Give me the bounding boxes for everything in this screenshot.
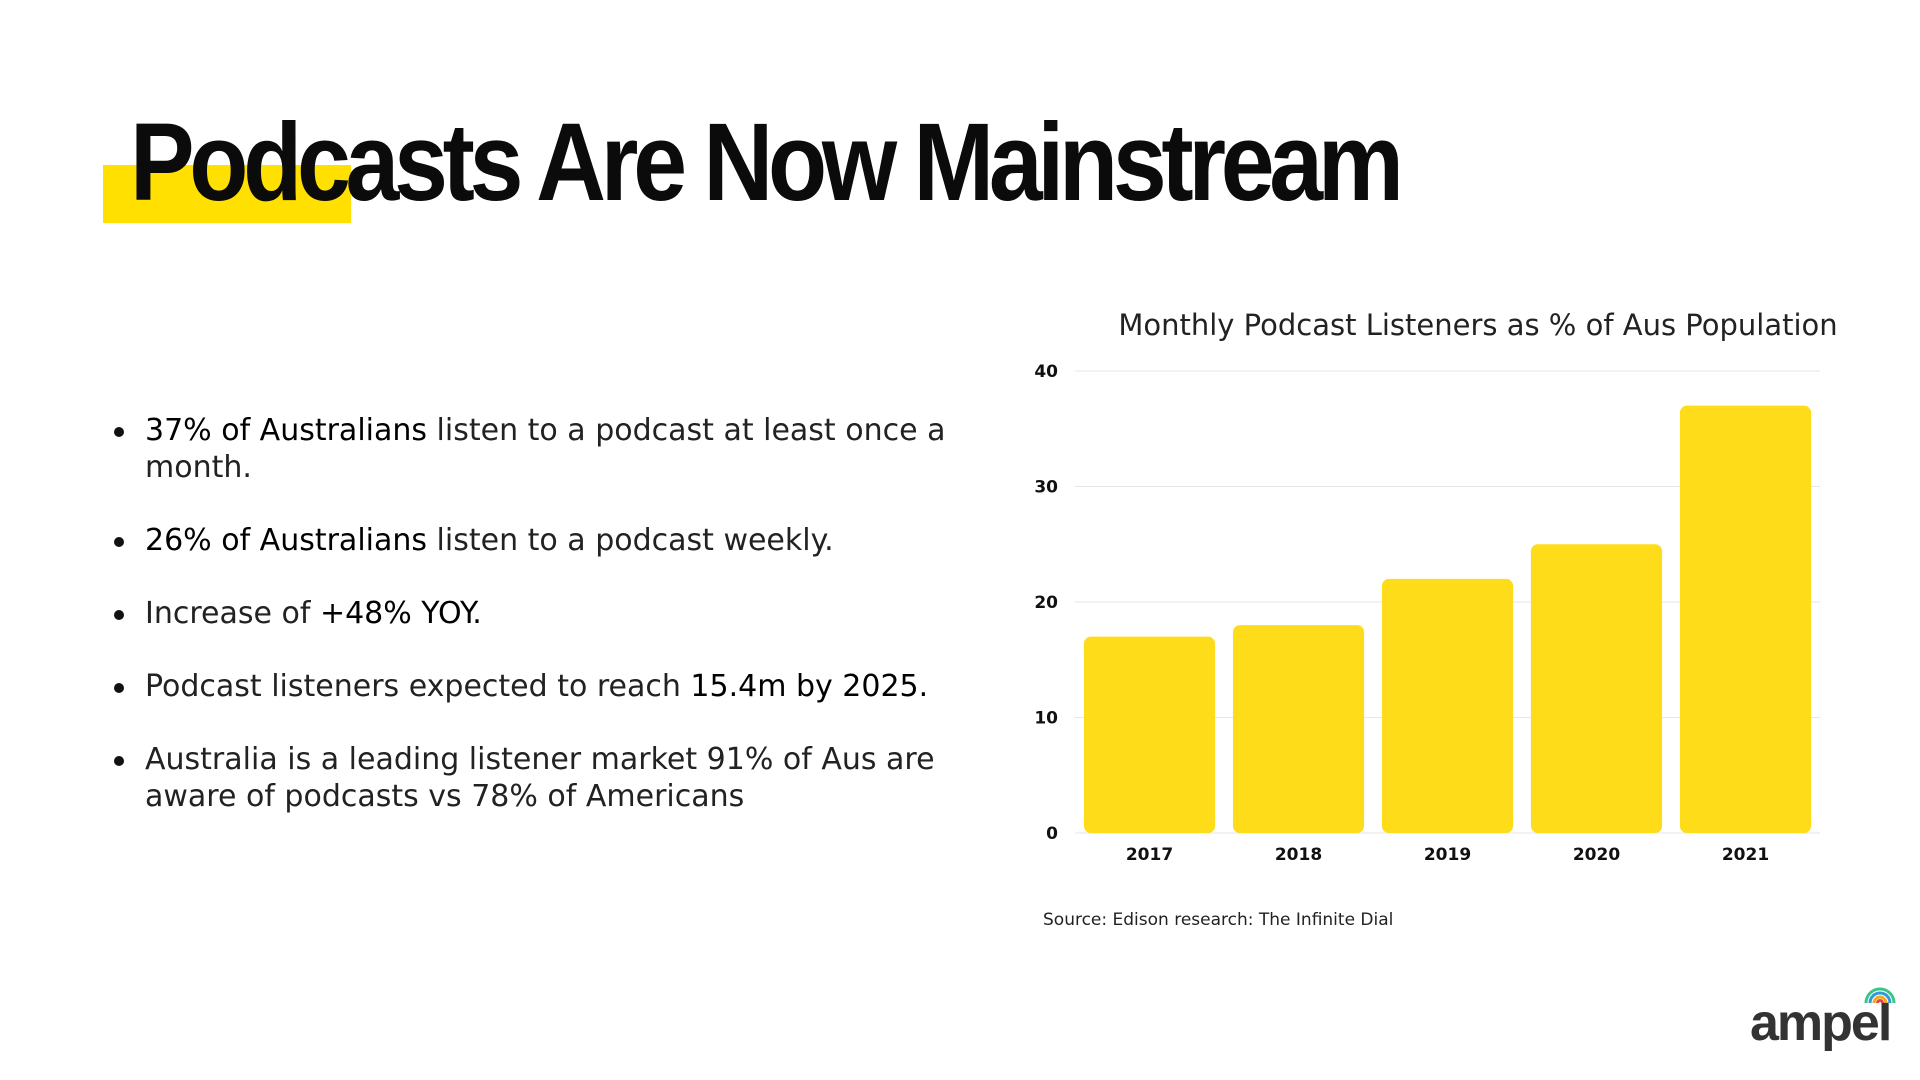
bullet-list: 37% of Australians listen to a podcast a… bbox=[112, 412, 1002, 851]
bullet-text: Australia is a leading listener market 9… bbox=[145, 742, 935, 814]
bullet-icon bbox=[114, 683, 124, 693]
broadcast-signal-icon bbox=[1864, 987, 1896, 1004]
bullet-emphasis: +48% YOY. bbox=[319, 596, 482, 631]
bullet-text: listen to a podcast at least once a mont… bbox=[145, 413, 946, 485]
chart-title: Monthly Podcast Listeners as % of Aus Po… bbox=[1118, 308, 1838, 342]
x-tick-label: 2021 bbox=[1722, 845, 1769, 865]
bullet-icon bbox=[114, 756, 124, 766]
y-tick-label: 0 bbox=[1046, 824, 1058, 844]
bullet-icon bbox=[114, 610, 124, 620]
source-note: Source: Edison research: The Infinite Di… bbox=[1043, 910, 1394, 930]
bullet-text: listen to a podcast weekly. bbox=[427, 523, 834, 558]
bullet-emphasis: 26% of Australians bbox=[145, 523, 428, 558]
x-tick-label: 2018 bbox=[1275, 845, 1322, 865]
bullet-emphasis: 37% of Australians bbox=[145, 413, 428, 448]
list-item: Podcast listeners expected to reach 15.4… bbox=[112, 668, 1002, 705]
bullet-emphasis: 15.4m by 2025. bbox=[690, 669, 929, 704]
list-item: Australia is a leading listener market 9… bbox=[112, 741, 1002, 815]
x-tick-label: 2020 bbox=[1573, 845, 1620, 865]
bar-2021 bbox=[1679, 405, 1812, 833]
list-item: 26% of Australians listen to a podcast w… bbox=[112, 522, 1002, 559]
y-tick-label: 10 bbox=[1034, 709, 1058, 729]
bar-2020 bbox=[1530, 544, 1663, 833]
bar-2017 bbox=[1083, 636, 1216, 833]
list-item: Increase of +48% YOY. bbox=[112, 595, 1002, 632]
bullet-text: Increase of bbox=[145, 596, 320, 631]
bullet-icon bbox=[114, 537, 124, 547]
bar-2018 bbox=[1232, 625, 1365, 833]
x-tick-label: 2017 bbox=[1126, 845, 1173, 865]
ampel-logo: ampel bbox=[1750, 975, 1900, 1055]
y-tick-label: 20 bbox=[1034, 593, 1058, 613]
title-highlight-bar bbox=[103, 165, 351, 223]
bullet-icon bbox=[114, 427, 124, 437]
list-item: 37% of Australians listen to a podcast a… bbox=[112, 412, 1002, 486]
y-tick-label: 30 bbox=[1034, 478, 1058, 498]
page-title: Podcasts Are Now Mainstream bbox=[130, 101, 1404, 224]
bar-chart: 0 10 20 30 40 2017 2018 2019 2020 2021 bbox=[1034, 362, 1820, 865]
x-tick-label: 2019 bbox=[1424, 845, 1471, 865]
bar-2019 bbox=[1381, 578, 1514, 833]
logo-text: ampel bbox=[1750, 994, 1892, 1052]
y-tick-label: 40 bbox=[1034, 362, 1058, 382]
bullet-text: Podcast listeners expected to reach bbox=[145, 669, 691, 704]
